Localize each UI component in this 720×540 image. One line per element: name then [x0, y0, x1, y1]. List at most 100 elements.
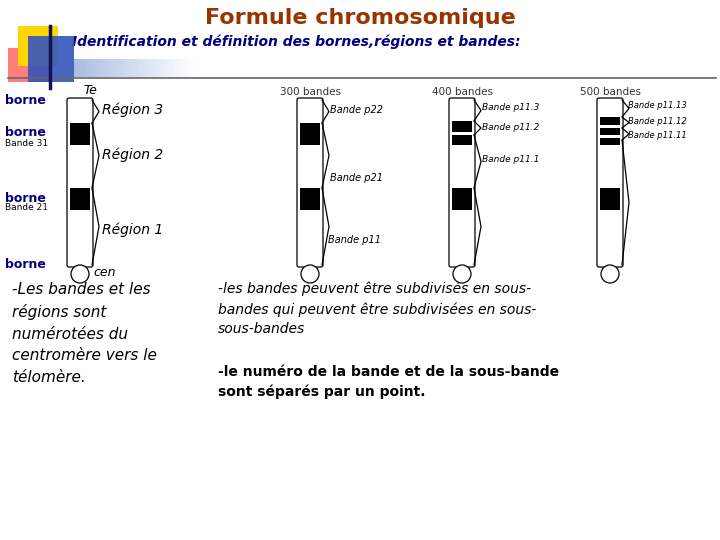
- Text: borne: borne: [5, 93, 46, 106]
- Bar: [164, 59, 166, 77]
- Bar: [104, 59, 106, 77]
- Text: Identification et définition des bornes,régions et bandes:: Identification et définition des bornes,…: [72, 35, 521, 49]
- Bar: [120, 59, 122, 77]
- Circle shape: [453, 265, 471, 283]
- Bar: [162, 59, 164, 77]
- Bar: [188, 59, 190, 77]
- Bar: [108, 59, 110, 77]
- Bar: [126, 59, 128, 77]
- Bar: [102, 59, 104, 77]
- FancyBboxPatch shape: [297, 98, 323, 267]
- Circle shape: [301, 265, 319, 283]
- Bar: [128, 59, 130, 77]
- Bar: [600, 117, 620, 125]
- Bar: [142, 59, 144, 77]
- Text: Bande 21: Bande 21: [5, 204, 48, 213]
- Bar: [180, 59, 182, 77]
- Bar: [74, 59, 76, 77]
- Bar: [156, 59, 158, 77]
- Bar: [174, 59, 176, 77]
- Bar: [600, 128, 620, 135]
- Text: Bande p11.12: Bande p11.12: [628, 118, 687, 126]
- Bar: [122, 59, 124, 77]
- Bar: [82, 59, 84, 77]
- Text: 400 bandes: 400 bandes: [431, 87, 492, 97]
- Bar: [134, 59, 136, 77]
- Bar: [452, 188, 472, 210]
- Bar: [94, 59, 96, 77]
- Text: Bande p11: Bande p11: [328, 235, 381, 245]
- Text: cen: cen: [93, 267, 115, 280]
- Text: borne: borne: [5, 126, 46, 139]
- Bar: [84, 59, 86, 77]
- Text: 500 bandes: 500 bandes: [580, 87, 641, 97]
- Bar: [90, 59, 92, 77]
- Bar: [172, 59, 174, 77]
- Text: -les bandes peuvent être subdivisés en sous-
bandes qui peuvent être subdivisées: -les bandes peuvent être subdivisés en s…: [218, 282, 536, 336]
- Bar: [192, 59, 194, 77]
- Bar: [184, 59, 186, 77]
- Bar: [452, 121, 472, 132]
- FancyBboxPatch shape: [449, 98, 475, 267]
- Text: Bande p11.13: Bande p11.13: [628, 102, 687, 111]
- Text: Bande p11.11: Bande p11.11: [628, 131, 687, 139]
- FancyBboxPatch shape: [67, 98, 93, 267]
- Bar: [112, 59, 114, 77]
- Bar: [86, 59, 88, 77]
- Bar: [28, 36, 74, 82]
- Bar: [92, 59, 94, 77]
- Text: Formule chromosomique: Formule chromosomique: [204, 8, 516, 28]
- Text: Te: Te: [83, 84, 97, 97]
- Bar: [78, 59, 80, 77]
- Bar: [110, 59, 112, 77]
- Bar: [114, 59, 116, 77]
- Text: 300 bandes: 300 bandes: [279, 87, 341, 97]
- Bar: [168, 59, 170, 77]
- Bar: [88, 59, 90, 77]
- Bar: [600, 138, 620, 145]
- Bar: [130, 59, 132, 77]
- Bar: [300, 188, 320, 210]
- Bar: [144, 59, 146, 77]
- Bar: [140, 59, 142, 77]
- Text: Bande p11.3: Bande p11.3: [482, 104, 539, 112]
- Bar: [160, 59, 162, 77]
- Bar: [148, 59, 150, 77]
- Bar: [116, 59, 118, 77]
- Text: borne: borne: [5, 259, 46, 272]
- Bar: [132, 59, 134, 77]
- Text: Région 1: Région 1: [102, 222, 163, 237]
- Text: -Les bandes et les
régions sont
numérotées du
centromère vers le
télomère.: -Les bandes et les régions sont numéroté…: [12, 282, 157, 385]
- Bar: [178, 59, 180, 77]
- Bar: [452, 135, 472, 145]
- Bar: [154, 59, 156, 77]
- Bar: [176, 59, 178, 77]
- Bar: [190, 59, 192, 77]
- Bar: [106, 59, 108, 77]
- Bar: [18, 26, 58, 66]
- Text: Bande p22: Bande p22: [330, 105, 383, 115]
- Bar: [158, 59, 160, 77]
- Bar: [8, 48, 52, 82]
- Bar: [166, 59, 168, 77]
- Bar: [118, 59, 120, 77]
- Circle shape: [71, 265, 89, 283]
- Text: Bande p11.1: Bande p11.1: [482, 156, 539, 165]
- Circle shape: [601, 265, 619, 283]
- Bar: [98, 59, 100, 77]
- Bar: [124, 59, 126, 77]
- Bar: [186, 59, 188, 77]
- Text: Région 3: Région 3: [102, 103, 163, 117]
- Bar: [146, 59, 148, 77]
- Text: Région 2: Région 2: [102, 148, 163, 162]
- Bar: [100, 59, 102, 77]
- Bar: [136, 59, 138, 77]
- Bar: [300, 123, 320, 145]
- Bar: [70, 188, 90, 210]
- Bar: [138, 59, 140, 77]
- Bar: [70, 123, 90, 145]
- Text: Bande p11.2: Bande p11.2: [482, 124, 539, 132]
- Bar: [600, 188, 620, 210]
- FancyBboxPatch shape: [597, 98, 623, 267]
- Text: -le numéro de la bande et de la sous-bande
sont séparés par un point.: -le numéro de la bande et de la sous-ban…: [218, 365, 559, 399]
